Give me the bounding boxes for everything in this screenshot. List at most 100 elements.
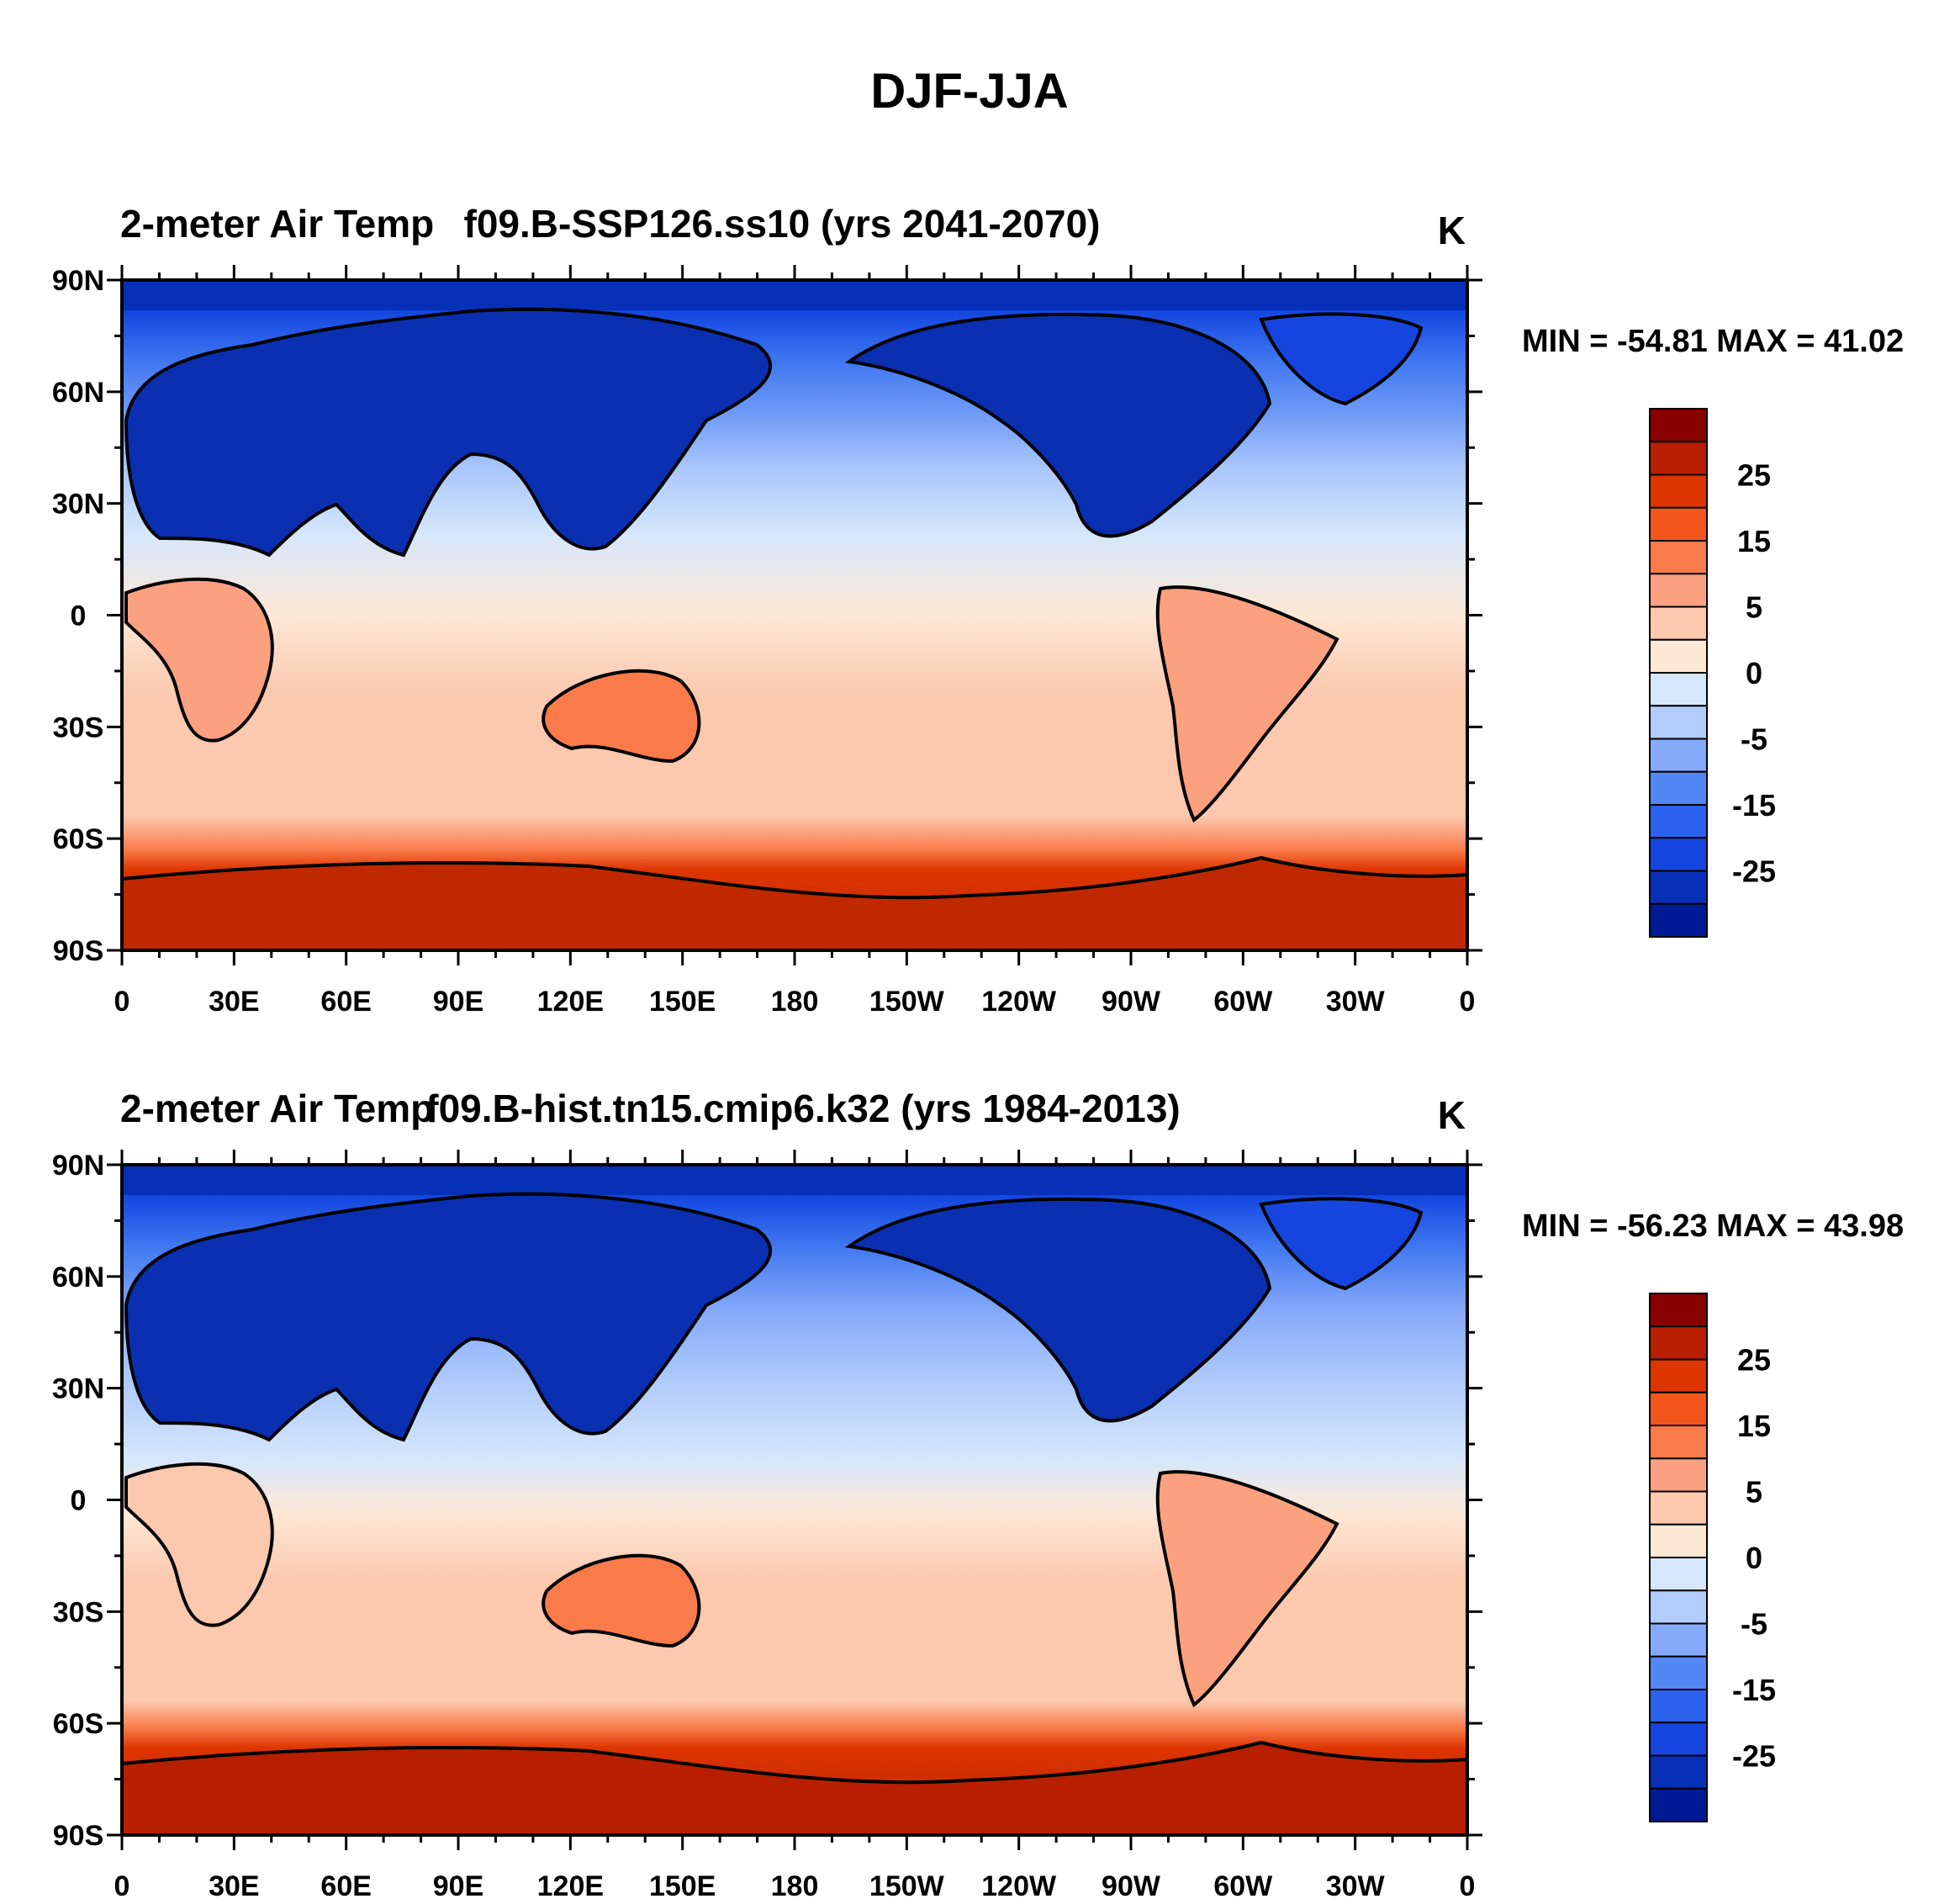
- y-tick-label: 90S: [53, 1820, 104, 1852]
- y-tick-label: 30S: [53, 711, 104, 743]
- panel-top-north-america: [844, 312, 1272, 538]
- y-tick-label: 0: [71, 1485, 87, 1517]
- panel-top-australia: [542, 669, 701, 764]
- colorbar-box: [1649, 540, 1708, 575]
- panel-top-arctic-ocean: [122, 280, 1467, 310]
- panel-bottom-antarctica: [120, 1740, 1469, 1837]
- x-tick-label: 90E: [433, 1870, 484, 1902]
- colorbar-label: -15: [1732, 1673, 1776, 1707]
- colorbar-label: 25: [1737, 458, 1771, 493]
- y-tick-label: 60N: [52, 377, 104, 409]
- y-tick-label: 60N: [52, 1261, 104, 1293]
- x-tick-label: 120E: [537, 986, 604, 1018]
- x-tick-label: 90W: [1102, 1870, 1161, 1902]
- colorbar-label: -5: [1741, 722, 1767, 757]
- colorbar-box: [1649, 1425, 1708, 1460]
- colorbar-box: [1649, 1754, 1708, 1790]
- colorbar-box: [1649, 902, 1708, 938]
- panel-top-eurasia: [124, 307, 772, 558]
- x-tick-label: 150W: [869, 1870, 945, 1902]
- x-tick-label: 30W: [1326, 1870, 1386, 1902]
- x-tick-label: 150E: [649, 986, 716, 1018]
- panel-top-greenland: [1259, 312, 1424, 406]
- x-tick-label: 180: [771, 986, 819, 1018]
- panel-bottom-left-string: 2-meter Air Temp: [120, 1087, 434, 1130]
- x-tick-label: 150E: [649, 1870, 716, 1902]
- colorbar-box: [1649, 1457, 1708, 1493]
- panel-top-colorbar-labels: 25 15 5 0 -5 -15 -25: [1732, 458, 1776, 889]
- panel-top-south-america: [1155, 585, 1339, 823]
- panel-bottom-north-america: [844, 1197, 1272, 1423]
- colorbar-label: -15: [1732, 788, 1776, 822]
- x-tick-label: 90E: [433, 986, 484, 1018]
- colorbar-box: [1649, 473, 1708, 509]
- panel-bottom-greenland: [1259, 1197, 1424, 1291]
- colorbar-box: [1649, 638, 1708, 674]
- y-tick-label: 30S: [53, 1596, 104, 1628]
- colorbar-box: [1649, 573, 1708, 608]
- colorbar-box: [1649, 837, 1708, 872]
- colorbar-box: [1649, 705, 1708, 740]
- y-tick-label: 0: [71, 600, 87, 632]
- colorbar-label: 15: [1737, 1409, 1771, 1443]
- panel-bottom-ticks: [107, 1150, 1482, 1850]
- y-tick-label: 30N: [52, 489, 104, 521]
- y-tick-label: 60S: [53, 823, 104, 855]
- colorbar-label: 5: [1746, 590, 1762, 625]
- y-tick-label: 30N: [52, 1373, 104, 1405]
- panel-top-units: K: [1438, 209, 1466, 252]
- x-tick-label: 0: [114, 1870, 130, 1902]
- x-tick-label: 60E: [320, 1870, 372, 1902]
- panel-bottom-units: K: [1438, 1093, 1466, 1137]
- colorbar-label: 25: [1737, 1343, 1771, 1378]
- x-tick-label: 0: [1460, 1870, 1476, 1902]
- panel-bottom: 2-meter Air Temp f09.B-hist.tn15.cmip6.k…: [52, 1087, 1904, 1902]
- x-tick-label: 30E: [209, 986, 260, 1018]
- panel-top-africa: [124, 577, 274, 743]
- colorbar-box: [1649, 1523, 1708, 1558]
- panel-bottom-australia: [542, 1553, 701, 1648]
- y-tick-label: 90S: [53, 935, 104, 967]
- x-tick-label: 90W: [1102, 986, 1161, 1018]
- x-tick-label: 0: [114, 986, 130, 1018]
- colorbar-label: 0: [1746, 656, 1762, 690]
- panel-top: 2-meter Air Temp f09.B-SSP126.ss10 (yrs …: [52, 202, 1904, 1018]
- x-tick-label: 120E: [537, 1870, 604, 1902]
- colorbar-box: [1649, 1689, 1708, 1724]
- colorbar-label: -5: [1741, 1607, 1767, 1642]
- y-tick-label: 90N: [52, 265, 104, 297]
- panel-bottom-map: [107, 1150, 1482, 1850]
- panel-top-colorbar: [1649, 408, 1708, 938]
- panel-bottom-colorbar: [1649, 1293, 1708, 1822]
- colorbar-box: [1649, 506, 1708, 542]
- colorbar-label: 0: [1746, 1541, 1762, 1575]
- panel-top-map: [107, 265, 1482, 965]
- panel-top-y-axis: 90N 60N 30N 0 30S 60S 90S: [52, 265, 104, 967]
- colorbar-box: [1649, 1722, 1708, 1757]
- x-tick-label: 30W: [1326, 986, 1386, 1018]
- panel-bottom-eurasia: [124, 1192, 772, 1442]
- panel-bottom-arctic-ocean: [122, 1165, 1467, 1195]
- y-tick-label: 60S: [53, 1708, 104, 1740]
- x-tick-label: 60E: [320, 986, 372, 1018]
- colorbar-box: [1649, 441, 1708, 476]
- x-tick-label: 150W: [869, 986, 945, 1018]
- colorbar-box: [1649, 1293, 1708, 1328]
- panel-top-center-string: f09.B-SSP126.ss10 (yrs 2041-2070): [464, 202, 1101, 246]
- panel-top-ticks: [107, 265, 1482, 965]
- panel-bottom-africa: [124, 1462, 274, 1627]
- colorbar-box: [1649, 738, 1708, 773]
- colorbar-box: [1649, 1391, 1708, 1426]
- colorbar-box: [1649, 672, 1708, 707]
- panel-bottom-colorbar-labels: 25 15 5 0 -5 -15 -25: [1732, 1343, 1776, 1774]
- x-tick-label: 60W: [1213, 1870, 1273, 1902]
- colorbar-label: 5: [1746, 1475, 1762, 1510]
- x-tick-label: 180: [771, 1870, 819, 1902]
- panel-top-x-axis: 0 30E 60E 90E 120E 150E 180 150W 120W 90W 60W 30W 0: [114, 986, 1476, 1018]
- x-tick-label: 30E: [209, 1870, 260, 1902]
- colorbar-box: [1649, 1557, 1708, 1592]
- panel-bottom-x-axis: 0 30E 60E 90E 120E 150E 180 150W 120W 90W 60W 30W 0: [114, 1870, 1476, 1902]
- colorbar-box: [1649, 804, 1708, 839]
- colorbar-label: -25: [1732, 854, 1776, 889]
